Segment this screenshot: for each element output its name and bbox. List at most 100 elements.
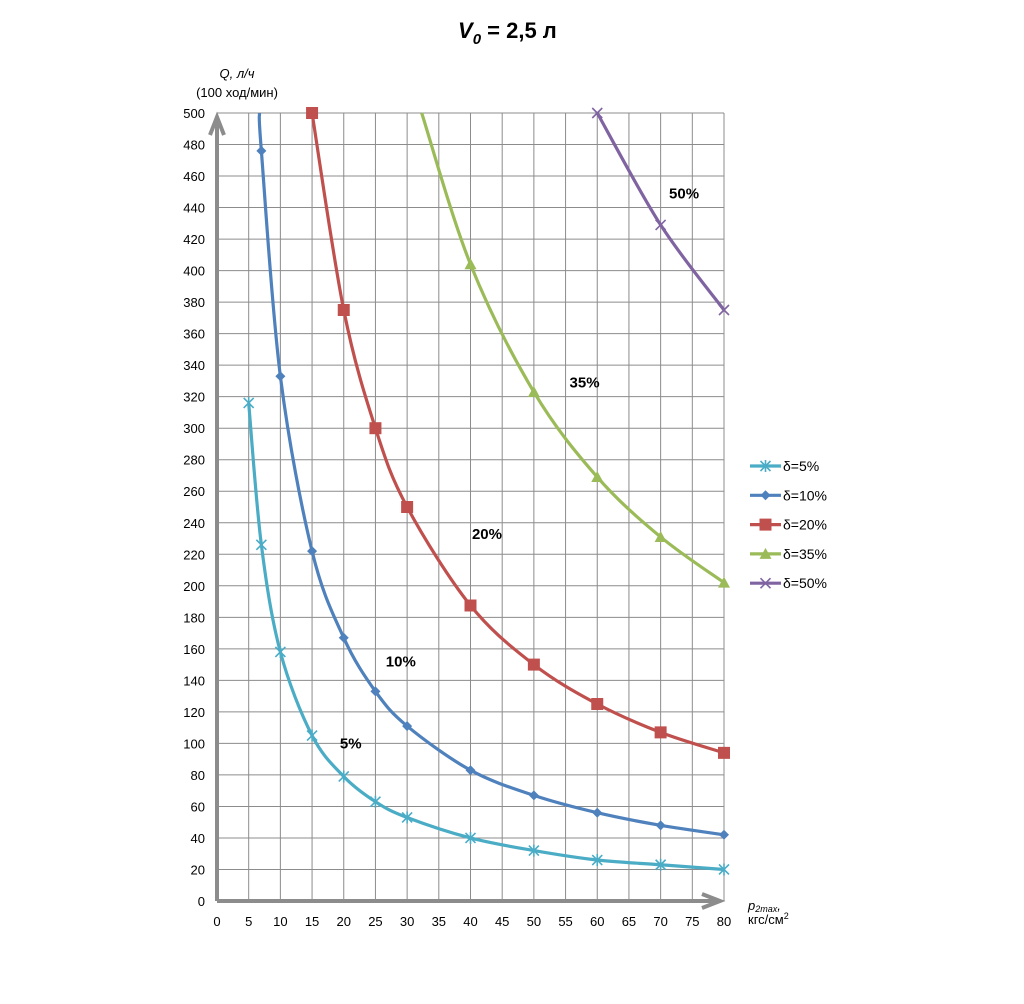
y-tick-label: 400 — [183, 264, 205, 279]
data-point-triangle-marker — [591, 471, 604, 483]
data-point-diamond-marker — [256, 145, 267, 156]
legend-label: δ=35% — [783, 546, 827, 562]
tick-labels: 0 5 10 15 20 25 30 35 40 45 50 55 60 65 70 75 80 0 20 40 60 8… — [183, 106, 731, 929]
diamond-marker — [370, 686, 381, 697]
series-δ=35% — [420, 112, 730, 588]
data-point-star-marker — [528, 844, 540, 857]
data-point-square-marker — [527, 658, 540, 671]
data-point-x-marker — [591, 107, 603, 119]
star-marker — [369, 795, 382, 808]
y-tick-label: 60 — [191, 799, 205, 814]
triangle-marker — [718, 576, 730, 588]
star-marker — [274, 645, 286, 658]
x-tick-label: 80 — [717, 914, 731, 929]
data-point-star-marker — [274, 645, 286, 658]
square-marker — [306, 107, 319, 119]
x-axis-arrow — [701, 892, 726, 910]
data-point-diamond-marker — [338, 632, 349, 643]
star-marker — [306, 729, 318, 742]
data-point-star-marker — [718, 863, 730, 876]
x-tick-label: 30 — [400, 914, 414, 929]
data-point-square-marker — [369, 422, 382, 435]
star-marker — [591, 854, 603, 867]
x-tick-label: 15 — [305, 914, 319, 929]
data-point-star-marker — [255, 538, 267, 551]
triangle-marker — [591, 471, 604, 483]
diamond-marker — [719, 829, 729, 840]
y-tick-label: 0 — [198, 894, 205, 909]
data-point-x-marker — [718, 304, 730, 316]
square-marker — [591, 698, 604, 710]
annotation-label: 10% — [386, 653, 416, 670]
y-tick-label: 220 — [183, 547, 205, 562]
series-line — [247, 402, 725, 872]
y-tick-label: 100 — [183, 736, 205, 751]
y-tick-label: 360 — [183, 327, 205, 342]
x-tick-label: 70 — [653, 914, 667, 929]
diamond-marker — [402, 721, 413, 732]
x-tick-label: 50 — [527, 914, 541, 929]
square-marker — [759, 518, 772, 531]
legend-item: δ=10% — [750, 487, 827, 503]
y-tick-label: 500 — [183, 106, 205, 121]
annotation-label: 5% — [340, 735, 362, 752]
data-point-star-marker — [369, 795, 382, 808]
data-point-triangle-marker — [654, 530, 667, 542]
star-marker — [401, 811, 413, 824]
data-point-square-marker — [718, 746, 730, 759]
y-tick-label: 160 — [183, 642, 205, 657]
diamond-marker — [275, 371, 286, 382]
x-marker — [759, 577, 772, 589]
star-marker — [464, 831, 477, 844]
data-point-square-marker — [464, 599, 477, 612]
diamond-marker — [760, 490, 771, 501]
data-point-square-marker — [306, 107, 319, 119]
star-marker — [243, 396, 255, 409]
x-tick-label: 0 — [213, 914, 220, 929]
y-tick-label: 40 — [191, 831, 205, 846]
data-point-star-marker — [338, 770, 350, 783]
data-point-diamond-marker — [370, 686, 381, 697]
annotation-label: 35% — [570, 374, 600, 391]
chart-title: V0 = 2,5 л — [458, 18, 557, 48]
x-tick-label: 10 — [273, 914, 287, 929]
triangle-marker — [527, 385, 540, 397]
star-marker — [528, 844, 540, 857]
legend: δ=5% δ=10% δ=20% δ=35% δ=50% — [750, 458, 827, 591]
data-point-star-marker — [243, 396, 255, 409]
data-point-star-marker — [655, 858, 667, 871]
x-axis-units: кгс/см2 — [748, 911, 789, 927]
y-tick-label: 240 — [183, 516, 205, 531]
data-point-star-marker — [401, 811, 413, 824]
y-tick-label: 380 — [183, 295, 205, 310]
y-tick-label: 80 — [191, 768, 205, 783]
data-point-star-marker — [759, 460, 772, 472]
x-tick-label: 45 — [495, 914, 509, 929]
star-marker — [338, 770, 350, 783]
annotation-label: 20% — [472, 526, 502, 543]
square-marker — [527, 658, 540, 671]
annotation-label: 50% — [669, 185, 699, 202]
y-tick-label: 420 — [183, 232, 205, 247]
square-marker — [464, 599, 477, 612]
data-point-star-marker — [591, 854, 603, 867]
y-tick-label: 200 — [183, 579, 205, 594]
x-tick-label: 40 — [463, 914, 477, 929]
diamond-marker — [655, 820, 666, 831]
legend-item: δ=5% — [750, 458, 819, 474]
legend-item: δ=35% — [750, 546, 827, 562]
x-marker — [591, 107, 603, 119]
data-point-square-marker — [654, 726, 667, 739]
axes — [208, 111, 726, 910]
data-point-triangle-marker — [527, 385, 540, 397]
y-tick-label: 480 — [183, 138, 205, 153]
data-point-triangle-marker — [759, 547, 772, 559]
triangle-marker — [759, 547, 772, 559]
star-marker — [655, 858, 667, 871]
diamond-marker — [256, 145, 267, 156]
series-δ=20% — [306, 107, 730, 759]
triangle-marker — [654, 530, 667, 542]
star-marker — [718, 863, 730, 876]
data-point-diamond-marker — [528, 790, 539, 801]
annotations: 5% 10% 20% 35% 50% — [340, 185, 699, 752]
